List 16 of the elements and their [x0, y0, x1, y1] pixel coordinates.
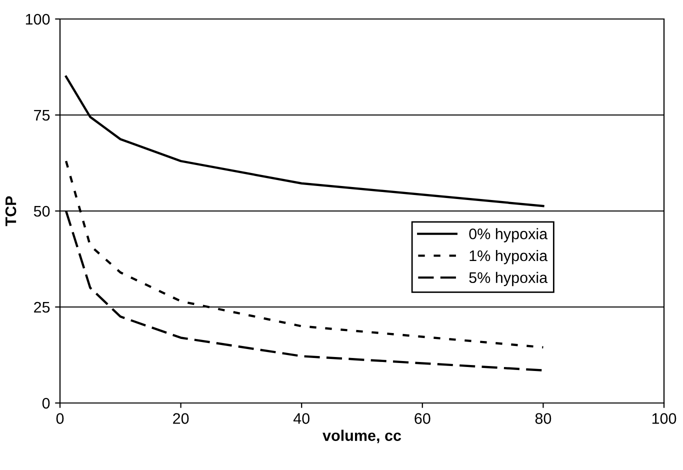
y-tick-label: 50: [34, 206, 50, 217]
y-tick-label: 75: [34, 110, 50, 121]
x-tick-label: 20: [173, 413, 189, 424]
legend-label: 5% hypoxia: [469, 272, 548, 286]
legend-label: 0% hypoxia: [469, 228, 548, 242]
legend-label: 1% hypoxia: [470, 250, 548, 264]
x-tick-label: 80: [535, 413, 552, 424]
y-tick-label: 100: [26, 14, 50, 25]
x-tick-label: 0: [56, 413, 64, 424]
y-tick-label: 25: [34, 302, 50, 313]
x-axis-title: volume, cc: [322, 430, 402, 444]
y-tick-label: 0: [42, 398, 50, 409]
x-tick-label: 40: [293, 413, 310, 424]
x-tick-label: 100: [652, 413, 676, 424]
x-tick-label: 60: [414, 413, 430, 424]
y-axis-title: TCP: [5, 196, 16, 226]
